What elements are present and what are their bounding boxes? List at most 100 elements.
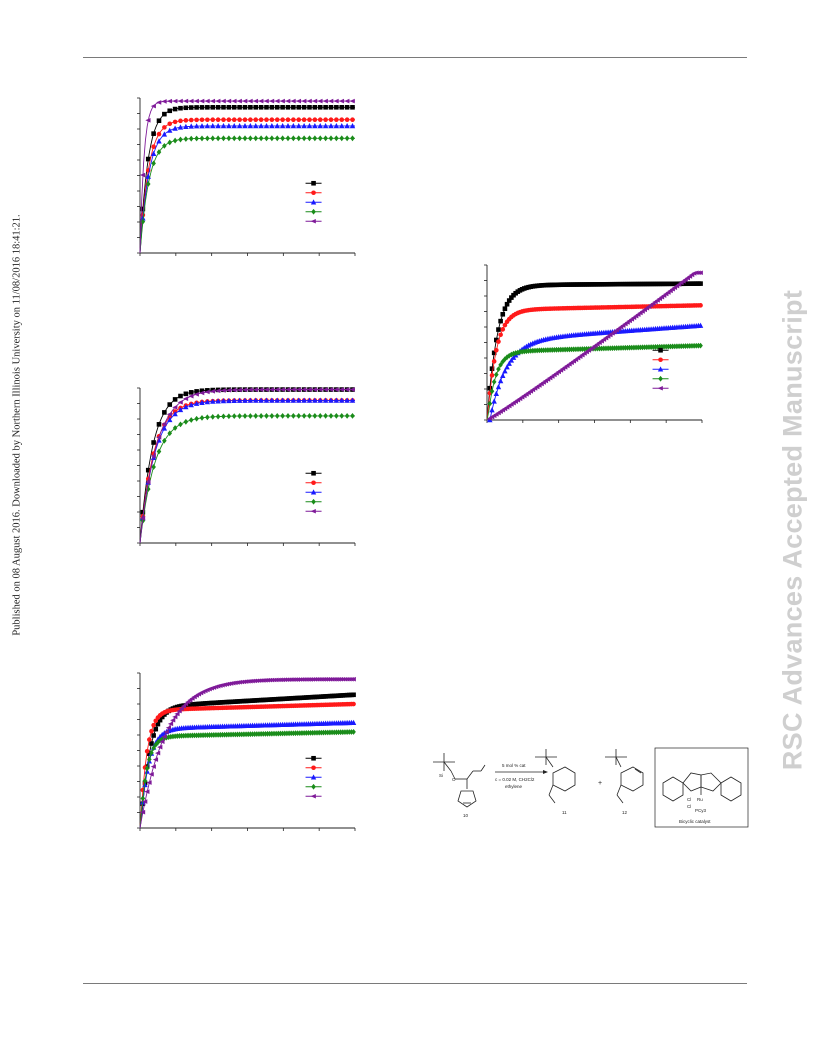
data-point [199,399,205,405]
data-point [306,387,312,392]
data-point [487,417,493,423]
data-point [225,387,232,393]
data-point [274,105,280,110]
data-point [230,680,236,686]
data-point [156,118,162,124]
data-point [253,397,259,403]
data-point [209,389,216,394]
legend-marker-4 [310,218,316,224]
data-point [157,717,163,723]
data-point [142,799,148,804]
data-point [285,117,291,122]
data-point [334,105,339,110]
data-point [177,124,184,130]
data-point [221,413,226,420]
accepted-manuscript-watermark: RSC Advances Accepted Manuscript [770,260,816,800]
data-point [311,98,318,104]
data-point [279,397,286,403]
data-point [312,117,318,122]
data-point [500,372,506,379]
data-point [183,418,189,425]
reagent-text-1: 5 mol % cat [502,763,526,768]
data-point [139,172,146,178]
data-point [312,105,318,110]
data-point [317,135,323,142]
data-point [193,98,199,104]
data-point [178,421,183,428]
data-point [166,98,173,104]
data-point [252,387,259,392]
data-point [167,108,173,114]
data-point [199,414,205,421]
legend-marker-2 [310,774,317,780]
data-point [167,121,173,127]
data-point [205,117,210,123]
data-point [253,123,259,129]
product-11-structure [535,749,576,804]
data-point [148,771,154,777]
data-point [139,515,146,521]
data-point [247,387,253,393]
data-point [291,105,296,110]
legend-marker-0 [311,755,316,761]
data-point [295,98,302,104]
data-point [153,741,159,748]
data-point [228,681,234,686]
data-point [344,123,350,129]
data-point [351,701,356,707]
data-point [150,150,157,156]
product-11-label: 11 [562,810,567,815]
series-line-3 [139,731,355,829]
data-point [489,407,495,413]
data-point [215,98,221,104]
data-point [328,117,334,122]
data-point [194,415,199,422]
data-point [188,390,194,395]
data-point [226,135,232,142]
data-point [323,413,328,419]
data-point [494,371,499,378]
data-point [311,387,318,392]
sidebar-publication-note: Published on 08 August 2016. Downloaded … [0,0,30,1056]
data-point [344,105,350,110]
data-point [306,123,313,129]
data-point [237,117,242,123]
legend-marker-4 [657,385,663,391]
data-point [280,413,285,419]
data-point [210,398,216,404]
data-point [493,390,500,396]
chart-3 [137,672,357,831]
data-point [301,117,307,122]
data-point [177,406,184,413]
data-point [312,413,318,419]
data-point [161,425,168,431]
data-point [242,98,248,104]
data-point [188,402,194,408]
data-point [496,339,501,344]
data-point [339,117,345,122]
data-point [199,105,205,110]
data-point [698,342,703,349]
data-point [161,131,168,137]
data-point [215,398,221,404]
data-point [328,387,334,392]
data-point [145,479,151,485]
data-point [183,136,189,142]
data-point [194,117,199,123]
data-point [295,387,302,392]
data-point [280,135,285,142]
data-point [155,721,161,727]
data-point [183,118,189,123]
data-point [339,397,345,403]
data-point [150,764,156,769]
data-point [296,105,302,110]
data-point [215,117,221,123]
data-point [322,123,329,129]
catalyst-cl1: Cl [687,797,691,802]
data-point [194,135,199,142]
data-point [274,397,280,403]
data-point [274,387,280,392]
data-point [215,413,221,420]
data-point [209,98,216,104]
data-point [183,391,189,397]
